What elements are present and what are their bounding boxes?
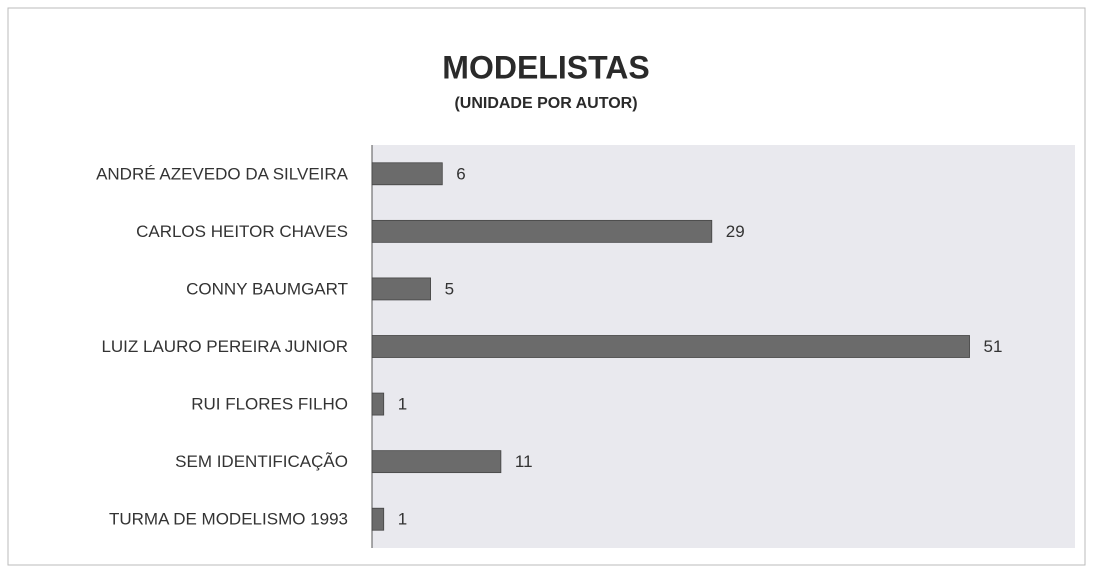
bar	[371, 450, 502, 474]
bar	[371, 392, 385, 416]
bar	[371, 219, 713, 243]
bar	[371, 507, 385, 531]
y-tick-label: ANDRÉ AZEVEDO DA SILVEIRA	[96, 164, 349, 183]
y-tick-label: TURMA DE MODELISMO 1993	[109, 510, 348, 529]
y-tick-label: RUI FLORES FILHO	[191, 395, 348, 414]
data-label: 1	[398, 510, 407, 529]
data-label: 6	[456, 164, 465, 183]
y-tick-label: CARLOS HEITOR CHAVES	[136, 222, 348, 241]
data-label: 29	[726, 222, 745, 241]
y-tick-label: SEM IDENTIFICAÇÃO	[175, 452, 348, 471]
bar	[371, 335, 970, 358]
chart-title: MODELISTAS	[442, 49, 649, 85]
y-tick-label: CONNY BAUMGART	[186, 279, 348, 298]
data-label: 51	[984, 337, 1003, 356]
data-label: 11	[515, 452, 533, 471]
bar	[371, 277, 431, 301]
data-label: 5	[445, 279, 454, 298]
y-tick-label: LUIZ LAURO PEREIRA JUNIOR	[101, 337, 348, 356]
bar	[371, 162, 443, 186]
chart-subtitle: (UNIDADE POR AUTOR)	[454, 95, 637, 112]
data-label: 1	[398, 395, 407, 414]
